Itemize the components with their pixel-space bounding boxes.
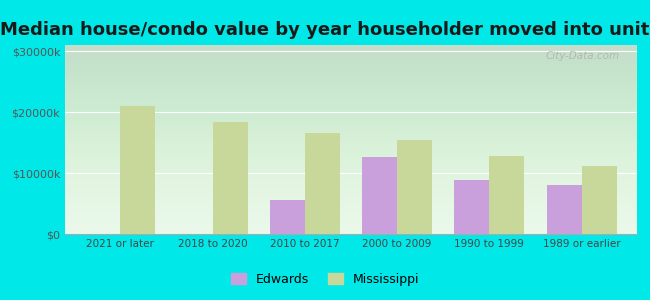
Text: Median house/condo value by year householder moved into unit: Median house/condo value by year househo… <box>0 21 650 39</box>
Bar <box>362 157 397 234</box>
Bar <box>582 166 617 234</box>
Bar <box>489 156 525 234</box>
Bar <box>305 134 340 234</box>
Bar <box>213 122 248 234</box>
Bar <box>270 200 305 234</box>
Bar <box>120 106 155 234</box>
Bar <box>454 180 489 234</box>
Legend: Edwards, Mississippi: Edwards, Mississippi <box>226 268 424 291</box>
Bar <box>547 185 582 234</box>
Bar <box>397 140 432 234</box>
Text: City-Data.com: City-Data.com <box>546 51 620 61</box>
